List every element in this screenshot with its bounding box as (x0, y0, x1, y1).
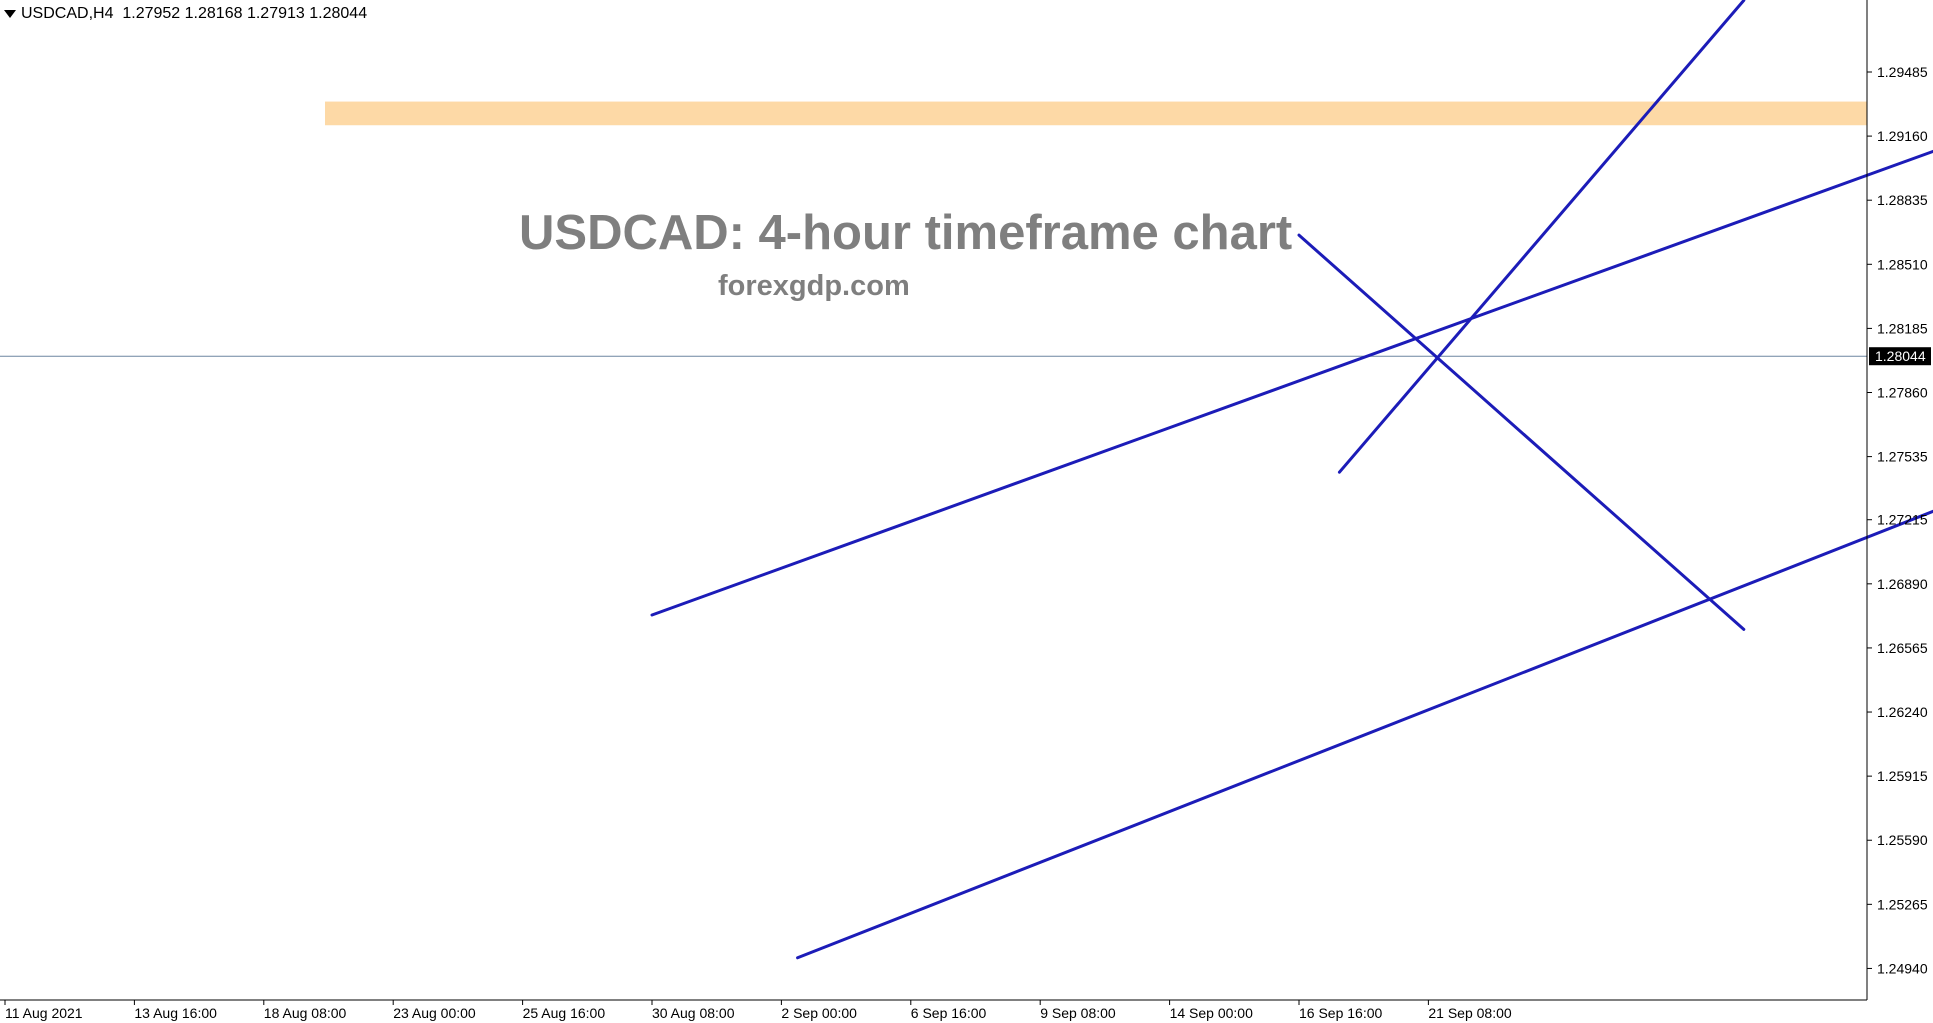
resistance-zone (325, 101, 1867, 126)
channel-lower-line (796, 509, 1933, 960)
y-tick-label: 1.25915 (1877, 768, 1928, 784)
chart-overlay-title: USDCAD: 4-hour timeframe chart (519, 206, 1293, 260)
y-tick-label: 1.27215 (1877, 512, 1928, 528)
x-tick-label: 21 Sep 08:00 (1428, 1005, 1512, 1021)
y-tick-label: 1.28835 (1877, 192, 1928, 208)
wedge-lower-line (1337, 0, 1746, 474)
wedge-upper-line (1297, 233, 1746, 631)
x-tick-label: 14 Sep 00:00 (1170, 1005, 1254, 1021)
y-tick-label: 1.24940 (1877, 960, 1928, 976)
y-tick-label: 1.27860 (1877, 385, 1928, 401)
high-value: 1.28168 (184, 5, 243, 22)
price-axis: 1.29485 1.29160 1.28835 1.28510 1.28185 1.278… (1867, 64, 1928, 976)
open-value: 1.27952 (122, 5, 181, 22)
y-tick-label: 1.25590 (1877, 832, 1928, 848)
resistance-zone-layer (325, 101, 1867, 126)
y-tick-label: 1.29160 (1877, 128, 1928, 144)
close-value: 1.28044 (309, 5, 368, 22)
plot-area (0, 0, 1867, 1000)
x-tick-label: 13 Aug 16:00 (134, 1005, 217, 1021)
x-tick-label: 18 Aug 08:00 (264, 1005, 347, 1021)
y-tick-label: 1.29485 (1877, 64, 1928, 80)
x-tick-label: 16 Sep 16:00 (1299, 1005, 1383, 1021)
x-tick-label: 30 Aug 08:00 (652, 1005, 735, 1021)
y-tick-label: 1.28185 (1877, 320, 1928, 336)
y-tick-label: 1.26240 (1877, 704, 1928, 720)
chart-header: USDCAD,H4 1.27952 1.28168 1.27913 1.2804… (4, 5, 367, 23)
x-tick-label: 9 Sep 08:00 (1040, 1005, 1116, 1021)
y-tick-label: 1.26890 (1877, 576, 1928, 592)
site-watermark: forexgdp.com (718, 270, 910, 302)
x-tick-label: 23 Aug 00:00 (393, 1005, 476, 1021)
price-tag-label: 1.28044 (1875, 348, 1926, 364)
x-tick-label: 11 Aug 2021 (5, 1005, 83, 1021)
y-tick-label: 1.28510 (1877, 256, 1928, 272)
x-tick-label: 2 Sep 00:00 (781, 1005, 857, 1021)
y-tick-label: 1.26565 (1877, 640, 1928, 656)
current-price-tag: 1.28044 (1869, 347, 1931, 366)
symbol-label: USDCAD,H4 (21, 5, 114, 22)
trendlines-layer (650, 0, 1933, 960)
x-tick-label: 25 Aug 16:00 (523, 1005, 606, 1021)
x-tick-label: 6 Sep 16:00 (911, 1005, 987, 1021)
y-tick-label: 1.25265 (1877, 896, 1928, 912)
channel-upper-line (650, 149, 1933, 617)
price-tag-box (1869, 347, 1931, 366)
time-axis: 11 Aug 2021 13 Aug 16:00 18 Aug 08:00 23 Au… (4, 1000, 1512, 1021)
y-tick-label: 1.27535 (1877, 449, 1928, 465)
dropdown-triangle-icon[interactable] (4, 9, 16, 18)
low-value: 1.27913 (246, 5, 305, 22)
